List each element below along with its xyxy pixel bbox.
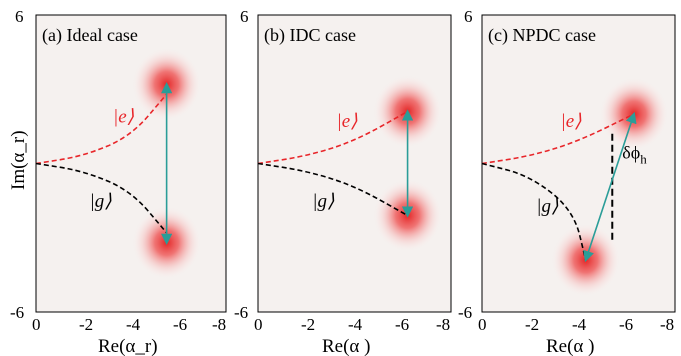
y-tick-bottom: -6 [10, 303, 24, 322]
ground-state-label: |g⟩ [90, 191, 113, 212]
x-tick: -8 [660, 315, 674, 334]
panel-title: (c) NPDC case [488, 25, 596, 46]
excited-state-label: |e⟩ [337, 111, 359, 132]
y-axis-label: Im(α_r) [8, 130, 29, 190]
ground-state-path [481, 162, 587, 261]
x-axis-label: Re(α ) [322, 336, 370, 356]
x-tick: -2 [525, 315, 539, 334]
y-tick-top: 6 [240, 7, 249, 26]
x-tick: 0 [32, 315, 41, 334]
x-tick: -4 [126, 315, 141, 334]
x-tick: -4 [348, 315, 363, 334]
y-tick-bottom: -6 [458, 303, 472, 322]
x-ticks: 0 -2 -4 -6 -8 [32, 315, 226, 334]
x-tick: 0 [254, 315, 263, 334]
panel-a: (a) Ideal case 6 -6 Im(α_r) 0 -2 -4 -6 -… [8, 7, 227, 356]
x-tick: -2 [301, 315, 315, 334]
x-ticks: 0 -2 -4 -6 -8 [478, 315, 674, 334]
panel-title: (b) IDC case [264, 25, 356, 46]
ground-state-path [35, 162, 168, 234]
x-tick: 0 [478, 315, 487, 334]
y-tick-top: 6 [15, 7, 24, 26]
x-tick: -6 [619, 315, 633, 334]
x-ticks: 0 -2 -4 -6 -8 [254, 315, 450, 334]
panel-c: (c) NPDC case 6 -6 0 -2 -4 -6 -8 Re(α ) … [458, 7, 676, 356]
phase-annotation: δϕh [622, 143, 647, 167]
plot-area [257, 14, 452, 313]
x-tick: -8 [212, 315, 226, 334]
x-tick: -2 [79, 315, 93, 334]
x-axis-label: Re(α_r) [98, 336, 158, 356]
separation-arrow [583, 111, 637, 263]
y-tick-bottom: -6 [234, 303, 248, 322]
x-axis-label: Re(α ) [546, 336, 594, 356]
excited-state-label: |e⟩ [113, 106, 135, 127]
plot-area [35, 14, 227, 313]
y-tick-top: 6 [464, 7, 473, 26]
x-tick: -6 [173, 315, 187, 334]
x-tick: -4 [572, 315, 587, 334]
panel-b: (b) IDC case 6 -6 0 -2 -4 -6 -8 Re(α ) |… [234, 7, 452, 356]
ground-state-label: |g⟩ [312, 191, 335, 212]
x-tick: -6 [395, 315, 409, 334]
ground-state-path [257, 162, 408, 217]
phase-annotation-subscript: h [640, 152, 647, 167]
ground-state-label: |g⟩ [536, 196, 559, 217]
x-tick: -8 [436, 315, 450, 334]
excited-state-path [257, 110, 408, 165]
excited-state-label: |e⟩ [561, 111, 583, 132]
excited-state-path [35, 93, 168, 165]
panel-title: (a) Ideal case [42, 25, 138, 46]
